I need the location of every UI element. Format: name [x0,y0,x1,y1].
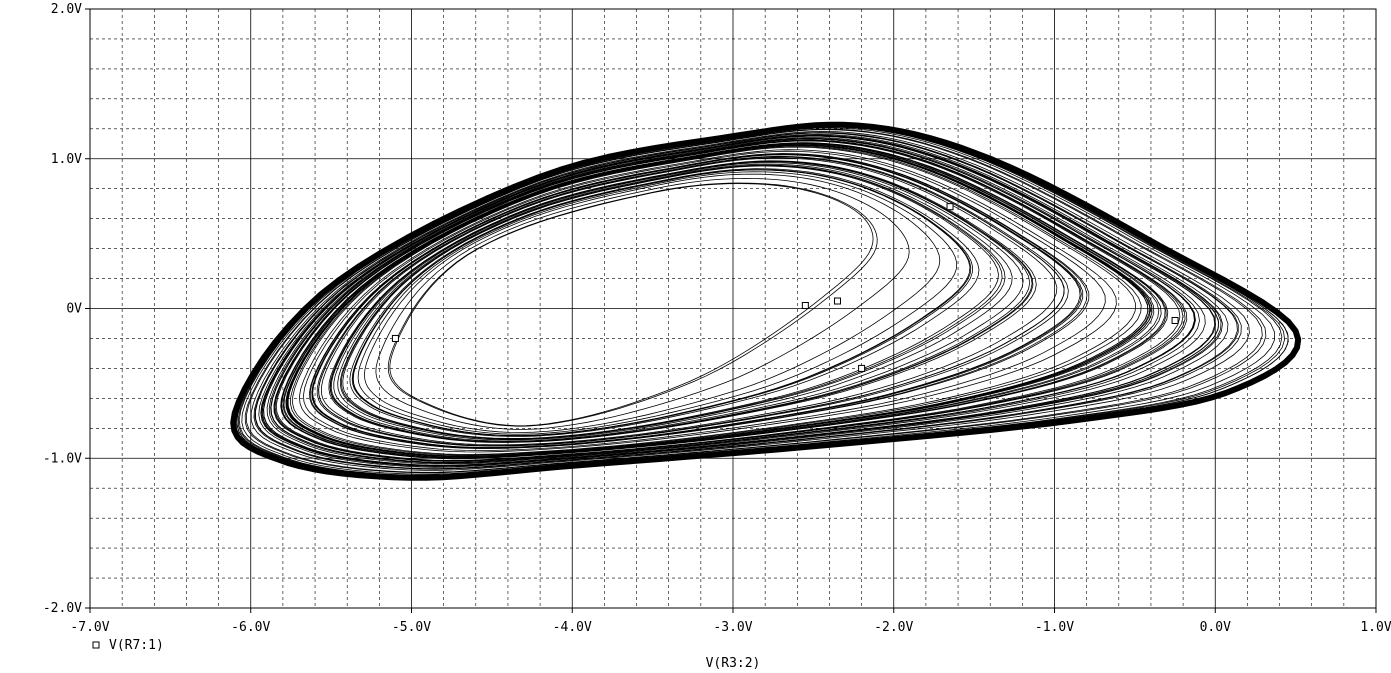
trace-loop [375,177,910,430]
trace-group [230,121,1302,481]
trace-loop [260,134,1223,467]
trace-square-marker [946,203,954,211]
trace-loop [290,145,1142,456]
x-tick-label: -3.0V [713,620,752,635]
x-tick-label: -7.0V [70,620,109,635]
trace-loop [351,169,974,437]
trace-loop [340,165,1003,440]
x-tick-label: -4.0V [553,620,592,635]
y-tick-labels: 2.0V 1.0V 0V -1.0V -2.0V [43,2,82,616]
trace-loop [311,154,1082,449]
trace-loop [246,129,1263,473]
x-tick-label: -2.0V [874,620,913,635]
x-tick-labels: -7.0V -6.0V -5.0V -4.0V -3.0V -2.0V -1.0V 0.0V 1… [70,620,1391,635]
trace-loop [352,169,971,436]
trace-loop [287,144,1149,457]
trace-square-marker [391,334,399,342]
x-tick-label: 0.0V [1200,620,1231,635]
trace-loop [357,171,958,435]
trace-loop [328,160,1037,443]
trace-loop [329,161,1033,443]
trace-loop [250,130,1250,471]
trace-loop [262,135,1217,466]
trace-loop [387,182,878,427]
trace-square-marker [801,302,809,310]
y-tick-label: 0V [66,302,82,317]
trace-loop [285,144,1155,458]
plot-border [89,8,1377,609]
y-tick-label: 1.0V [51,152,82,167]
x-axis-title: V(R3:2) [706,656,761,671]
trace-loop [321,157,1058,446]
trace-loop [342,165,999,439]
trace-loop [268,137,1200,464]
y-tick-label: -1.0V [43,451,82,466]
trace-loop [337,163,1013,441]
legend: V(R7:1) [92,638,164,653]
trace-loop [298,149,1117,453]
trace-loop [273,139,1186,462]
major-grid [85,8,1377,613]
trace-loop [309,153,1088,449]
legend-square-marker [92,641,100,649]
trace-loop [270,138,1196,463]
y-tick-label: 2.0V [51,2,82,17]
trace-loop [258,133,1229,468]
trace-loop [339,164,1006,440]
trace-loop [280,142,1167,459]
trace-square-marker [858,364,866,372]
trace-loop [303,150,1106,452]
trace-square-marker [1171,316,1179,324]
trace-loop [349,168,980,437]
trace-loop [292,146,1137,455]
trace-loop [330,161,1031,443]
trace-loop [275,140,1181,461]
trace-square-marker [833,297,841,305]
trace-loop [333,162,1024,442]
x-tick-label: 1.0V [1360,620,1391,635]
trace-loop [363,173,941,433]
trace-loop [389,183,874,427]
legend-label: V(R7:1) [109,638,164,653]
trace-loop [352,169,972,436]
trace-outer-envelope [230,121,1302,481]
trace-loop [318,156,1065,447]
trace-loop [316,155,1069,447]
y-tick-label: -2.0V [43,601,82,616]
trace-loop [282,143,1162,459]
trace-loop [266,137,1206,465]
x-tick-label: -6.0V [231,620,270,635]
x-tick-label: -5.0V [392,620,431,635]
plot-frame [89,8,1377,609]
x-tick-label: -1.0V [1035,620,1074,635]
trace-loop [254,132,1239,470]
